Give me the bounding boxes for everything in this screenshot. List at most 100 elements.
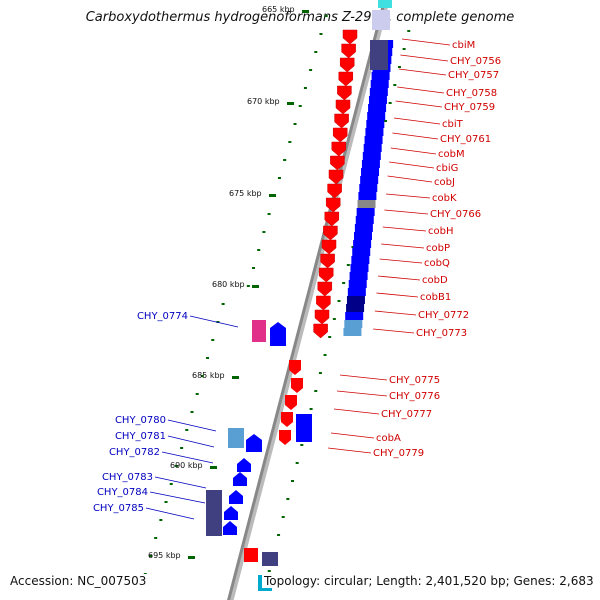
leader-line — [390, 147, 437, 155]
leader-line — [376, 292, 419, 298]
backbone-line — [227, 0, 387, 600]
forward-gene-arrow — [317, 281, 333, 297]
tick-mark — [295, 462, 299, 464]
tick-mark — [351, 246, 355, 248]
leader-line — [339, 374, 388, 381]
reverse-gene-block — [346, 296, 365, 304]
reverse-gene-block — [354, 232, 372, 240]
forward-gene-arrow — [338, 71, 354, 87]
tick-mark — [293, 123, 297, 125]
tick-mark — [314, 51, 318, 53]
reverse-gene-block — [359, 184, 378, 192]
reverse-gene-block — [355, 216, 374, 224]
tick-mark — [397, 66, 401, 68]
gene-label-CHY_0783: CHY_0783 — [102, 472, 153, 483]
forward-gene-arrow — [328, 169, 344, 185]
tick-mark — [277, 534, 281, 536]
tick-mark — [281, 516, 285, 518]
forward-gene-arrow — [313, 323, 328, 339]
tick-mark — [337, 300, 341, 302]
kbp-label: 685 kbp — [192, 371, 225, 380]
reverse-gene-block — [350, 264, 369, 272]
forward-gene-arrow — [327, 183, 342, 199]
kbp-label: 680 kbp — [212, 280, 245, 289]
leader-line — [330, 432, 375, 439]
leader-line — [377, 275, 421, 281]
tick-mark — [286, 498, 290, 500]
tick-mark — [309, 408, 313, 410]
gene-label-cobP: cobP — [426, 243, 450, 254]
tick-mark — [319, 33, 323, 35]
forward-gene-arrow — [330, 155, 345, 171]
gene-label-cbiT: cbiT — [442, 119, 464, 130]
leader-line — [333, 408, 380, 415]
reverse-gene-arrow — [223, 521, 237, 535]
tick-mark — [402, 48, 406, 50]
tick-mark — [314, 390, 318, 392]
forward-gene-arrow — [289, 360, 301, 375]
forward-gene-arrow — [342, 29, 358, 45]
tick-mark — [332, 318, 336, 320]
gene-label-cobM: cobM — [438, 149, 465, 160]
tick-mark — [252, 267, 256, 269]
reverse-gene-block — [343, 328, 362, 336]
cog-block — [228, 428, 244, 448]
leader-line — [385, 193, 431, 199]
gene-label-cobB1: cobB1 — [420, 292, 451, 303]
tick-mark — [407, 30, 411, 32]
tick-mark — [309, 69, 313, 71]
forward-gene-arrow — [334, 113, 349, 129]
tick-mark — [211, 339, 215, 341]
map-title: Carboxydothermus hydrogenoformans Z-2901… — [85, 10, 515, 25]
leader-line — [327, 447, 372, 454]
tick-mark — [393, 84, 397, 86]
leader-line — [398, 68, 447, 76]
gene-label-CHY_0782: CHY_0782 — [109, 447, 160, 458]
forward-gene-arrow — [335, 99, 351, 115]
reverse-gene-block — [371, 72, 390, 80]
reverse-gene-block — [296, 414, 312, 442]
reverse-gene-block — [362, 152, 381, 160]
leader-line — [145, 507, 195, 520]
gene-label-CHY_0777: CHY_0777 — [381, 409, 432, 420]
tick-mark — [174, 465, 178, 467]
tick-mark — [267, 213, 271, 215]
tick-mark — [206, 357, 210, 359]
tick-mark — [200, 375, 204, 377]
forward-gene-arrow — [339, 57, 355, 73]
cog-block — [370, 40, 388, 70]
reverse-gene-arrow — [224, 506, 238, 520]
gene-label-CHY_0774: CHY_0774 — [137, 311, 188, 322]
reverse-gene-block — [369, 88, 388, 96]
tick-mark — [283, 159, 287, 161]
reverse-gene-block — [361, 168, 380, 176]
tick-mark — [148, 555, 152, 557]
forward-gene-arrow — [324, 211, 340, 227]
reverse-gene-block — [348, 280, 367, 288]
leader-line — [189, 315, 239, 328]
tick-mark — [288, 141, 292, 143]
tick-mark — [246, 285, 250, 287]
leader-line — [381, 243, 425, 249]
gene-label-CHY_0761: CHY_0761 — [440, 134, 491, 145]
leader-line — [336, 390, 388, 397]
reverse-gene-block — [351, 256, 370, 264]
leader-line — [387, 175, 433, 183]
forward-gene-arrow — [318, 267, 334, 283]
forward-gene-arrow — [325, 197, 341, 213]
reverse-gene-block — [370, 80, 389, 88]
reverse-gene-block — [352, 248, 371, 256]
kbp-tick — [188, 556, 195, 559]
tick-mark — [277, 177, 281, 179]
kbp-label: 695 kbp — [148, 551, 181, 560]
leader-line — [400, 54, 449, 62]
tick-mark — [303, 87, 307, 89]
gene-label-CHY_0775: CHY_0775 — [389, 375, 440, 386]
tick-mark — [154, 537, 158, 539]
reverse-gene-block — [349, 272, 368, 280]
gene-label-CHY_0779: CHY_0779 — [373, 448, 424, 459]
leader-line — [395, 100, 443, 108]
reverse-gene-block — [347, 288, 366, 296]
reverse-gene-block — [356, 208, 375, 216]
leader-line — [167, 435, 215, 448]
